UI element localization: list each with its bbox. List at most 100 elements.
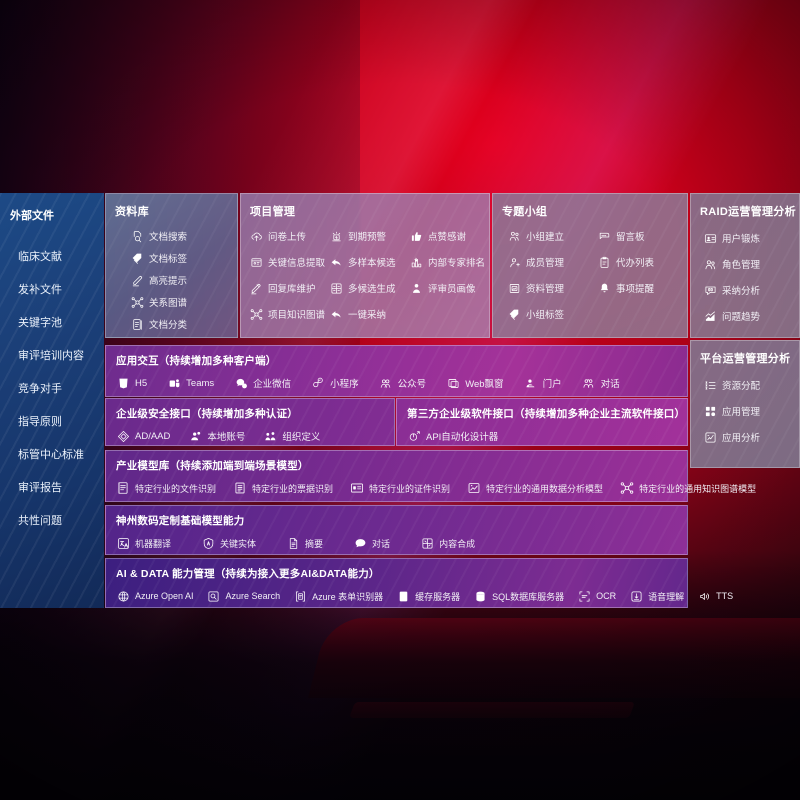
menu-item[interactable]: 对话 [353,532,390,554]
menu-item[interactable]: Azure Open AI [116,585,194,607]
menu-item[interactable]: AD/AAD [116,425,170,447]
menu-item[interactable]: Azure Search [207,585,280,607]
local-account-icon [188,429,202,443]
sidebar-item[interactable]: 发补文件 [18,284,62,296]
menu-item[interactable]: 多样本候选 [329,249,409,275]
miniprogram-icon [311,376,325,390]
wechat-work-icon [234,376,248,390]
menu-item[interactable]: 问题趋势 [703,303,799,329]
menu-item[interactable]: 点赞感谢 [409,223,489,249]
sidebar-item[interactable]: 关键字池 [18,317,62,329]
menu-item-label: 多样本候选 [348,258,396,269]
menu-item[interactable]: 事项提醒 [597,275,687,301]
menu-item-label: 文档搜索 [149,232,188,243]
app-interaction-item-row: H5 Teams 企业微信 小程序 公众号 Web飘窗 门户 对话 [106,368,687,394]
menu-item[interactable]: API自动化设计器 [407,425,498,447]
sidebar-item[interactable]: 标管中心标准 [18,449,84,461]
sidebar-item[interactable]: 审评培训内容 [18,350,84,362]
menu-item[interactable]: H5 [116,372,147,394]
menu-item-label: 多候选生成 [348,284,396,295]
html5-icon [116,376,130,390]
sidebar-item[interactable]: 共性问题 [18,515,62,527]
multi-generate-icon [329,281,343,295]
sidebar-item[interactable]: 竞争对手 [18,383,62,395]
menu-item[interactable]: 特定行业的通用数据分析模型 [467,477,603,499]
menu-item-label: 特定行业的文件识别 [135,483,217,494]
menu-item[interactable]: 文档搜索 [130,225,237,247]
sidebar-item[interactable]: 审评报告 [18,482,62,494]
bar-title-enterprise-security: 企业级安全接口（持续增加多种认证） [116,408,298,420]
menu-item[interactable]: 缓存服务器 [396,585,460,607]
sidebar-list: 临床文献发补文件关键字池审评培训内容 竞争对手指导原则标管中心标准 审评报告共性问题 [0,241,104,538]
menu-item[interactable]: 机器翻译 [116,532,171,554]
bar-ai-data: AI & DATA 能力管理（持续为接入更多AI&DATA能力） Azure O… [105,558,733,608]
menu-item[interactable]: 语音理解 [629,585,684,607]
menu-item[interactable]: 公众号 [379,372,426,394]
menu-item-label: 小组标签 [526,310,565,321]
menu-item[interactable]: 对话 [582,372,620,394]
menu-item[interactable]: 特定行业的票据识别 [233,477,333,499]
menu-item-label: 高亮提示 [149,276,188,287]
bar-app-interaction: 应用交互（持续增加多种客户端） H5 Teams 企业微信 小程序 公众号 Web飘窗 门户… [105,345,688,397]
menu-item[interactable]: 门户 [524,372,562,394]
menu-item[interactable]: 关键信息提取 [249,249,329,275]
menu-item[interactable]: 特定行业的通用知识图谱模型 [620,477,756,499]
menu-item[interactable]: 内部专家排名 [409,249,489,275]
menu-item[interactable]: 摘要 [286,532,323,554]
menu-item[interactable]: 文档分类 [130,313,237,335]
menu-item[interactable]: 多候选生成 [329,275,409,301]
menu-item[interactable]: 特定行业的证件识别 [350,477,450,499]
menu-item[interactable]: 评审员画像 [409,275,489,301]
menu-item[interactable]: 组织定义 [263,425,320,447]
menu-item[interactable]: 一键采纳 [329,301,409,327]
menu-item-label: 角色管理 [722,260,761,271]
summary-icon [286,536,300,550]
menu-item[interactable]: 角色管理 [703,251,799,277]
menu-item[interactable]: 应用管理 [703,398,799,424]
menu-item[interactable]: OCR [577,585,616,607]
menu-item[interactable]: 文档标签 [130,247,237,269]
azure-openai-icon [116,589,130,603]
menu-item[interactable]: 用户锻炼 [703,225,799,251]
menu-item-label: 回复库维护 [268,284,316,295]
entity-icon [201,536,215,550]
menu-item-label: TTS [716,591,734,601]
menu-item[interactable]: 小组标签 [507,301,597,327]
bar-title-industry-models: 产业模型库（持续添加端到端场景模型） [116,460,309,472]
menu-item-label: AD/AAD [135,430,171,442]
menu-item-label: 组织定义 [282,432,321,443]
menu-item[interactable]: 留言板 [597,223,687,249]
menu-item[interactable]: 项目知识图谱 [249,301,329,327]
menu-item[interactable]: 小组建立 [507,223,597,249]
menu-item[interactable]: 成员管理 [507,249,597,275]
bar-industry-models: 产业模型库（持续添加端到端场景模型） 特定行业的文件识别 特定行业的票据识别 特定行… [105,450,756,502]
menu-item[interactable]: 回复库维护 [249,275,329,301]
menu-item[interactable]: 高亮提示 [130,269,237,291]
menu-item[interactable]: 小程序 [311,372,359,394]
menu-item[interactable]: SQL数据库服务器 [473,585,564,607]
menu-item[interactable]: 关系图谱 [130,291,237,313]
menu-item-label: 成员管理 [526,258,565,269]
menu-item[interactable]: 到期预警 [329,223,409,249]
menu-item[interactable]: 代办列表 [597,249,687,275]
sidebar-item[interactable]: 指导原则 [18,416,62,428]
menu-item-label: 对话 [600,379,620,390]
menu-item[interactable]: Web飘窗 [446,372,504,394]
bar-third-party-interface: 第三方企业级软件接口（持续增加多种企业主流软件接口） API自动化设计器 [396,398,688,446]
menu-item[interactable]: Teams [167,372,214,394]
menu-item[interactable]: 特定行业的文件识别 [116,477,216,499]
menu-item[interactable]: 关键实体 [201,532,256,554]
menu-item[interactable]: 应用分析 [703,424,799,450]
menu-item[interactable]: 内容合成 [420,532,475,554]
menu-item[interactable]: 问卷上传 [249,223,329,249]
menu-item[interactable]: 本地账号 [188,425,245,447]
menu-item[interactable]: 采纳分析 [703,277,799,303]
menu-item[interactable]: Azure 表单识别器 [293,585,383,607]
menu-item[interactable]: 资源分配 [703,372,799,398]
menu-item[interactable]: 企业微信 [234,372,291,394]
menu-item[interactable]: 资料管理 [507,275,597,301]
sidebar-item[interactable]: 临床文献 [18,251,62,263]
qa-chat-icon [703,283,717,297]
menu-item[interactable]: TTS [697,585,733,607]
